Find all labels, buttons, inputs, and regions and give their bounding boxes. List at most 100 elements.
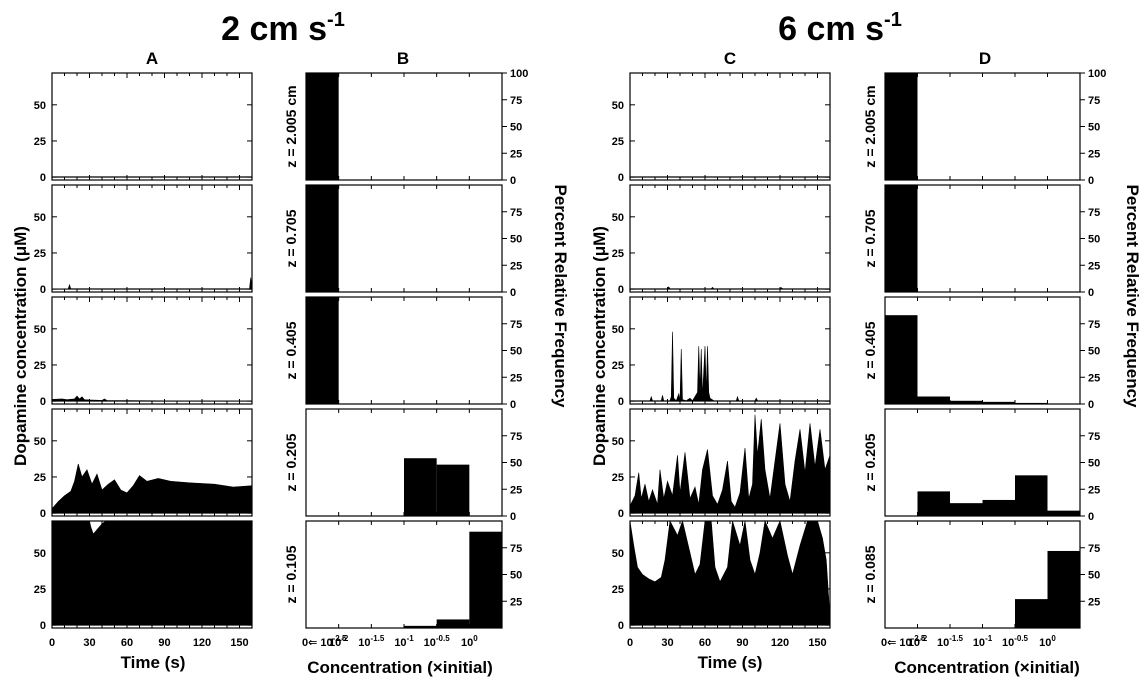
panel-d-3-ytick-label: 75 — [1088, 319, 1100, 331]
time-x-tick-label: 0 — [627, 637, 633, 649]
panel-d-5-bar-6 — [1047, 550, 1080, 628]
panel-b-1-ytick-label: 100 — [510, 68, 528, 80]
panel-c-5-ytick-label: 50 — [612, 548, 624, 560]
hist-y-title-left: Percent Relative Frequency — [551, 185, 570, 409]
panel-a-3-area — [51, 395, 253, 402]
panel-a-3-ytick-label: 0 — [40, 396, 46, 408]
plots: 0 25 50 z = 2.005 cm 0 25 50 75 100 0 25 50 z = 2.00… — [34, 68, 1107, 649]
panel-a-2-ytick-label: 25 — [34, 248, 46, 260]
panel-a-2-ytick-label: 50 — [34, 212, 46, 224]
panel-a-5-ytick-label: 0 — [40, 620, 46, 632]
panel-d-2-ytick-label: 0 — [1088, 287, 1094, 299]
panel-b-4-ytick-label: 25 — [510, 484, 522, 496]
panel-d-1-depth-label: z = 2.005 cm — [862, 85, 878, 167]
panel-c-3-frame — [629, 296, 831, 405]
panel-c-4-ytick-label: 50 — [612, 436, 624, 448]
hist-y-title-right: Percent Relative Frequency — [1123, 185, 1140, 409]
time-x-tick-label: 120 — [193, 637, 211, 649]
time-x-tick-label: 30 — [661, 637, 673, 649]
panel-d-1-bar-1 — [885, 73, 918, 180]
panel-b-1-ytick-label: 50 — [510, 122, 522, 134]
panel-b-2-ytick-label: 0 — [510, 287, 516, 299]
panel-c-2-ytick-label: 0 — [618, 284, 624, 296]
panel-d-1-ytick-label: 50 — [1088, 122, 1100, 134]
panel-d-4-ytick-label: 75 — [1088, 431, 1100, 443]
panel-d-5-ytick-label: 75 — [1088, 543, 1100, 555]
panel-d-3-bar-3 — [950, 400, 983, 404]
panel-letter-c: C — [724, 49, 736, 68]
hist-x-tick-label: 0⇐ 10-2.5 — [302, 634, 347, 649]
panel-d-5-bar-5 — [1015, 599, 1048, 628]
panel-b-3-depth-label: z = 0.405 — [283, 321, 299, 379]
panel-d-2-bar-1 — [885, 185, 918, 292]
time-x-tick-label: 90 — [158, 637, 170, 649]
panel-d-2-ytick-label: 75 — [1088, 207, 1100, 219]
panel-b-1-ytick-label: 0 — [510, 175, 516, 187]
panel-b-3-ytick-label: 0 — [510, 399, 516, 411]
panel-a-4-ytick-label: 0 — [40, 508, 46, 520]
panel-d-5-ytick-label: 25 — [1088, 596, 1100, 608]
panel-d-2-ytick-label: 25 — [1088, 260, 1100, 272]
panel-c-5-area — [629, 519, 831, 626]
panel-b-1-depth-label: z = 2.005 cm — [283, 85, 299, 167]
panel-c-1-ytick-label: 0 — [618, 172, 624, 184]
hist-x-tick-label: 10-0.5 — [1002, 634, 1029, 649]
panel-b-3-ytick-label: 75 — [510, 319, 522, 331]
panel-b-3-ytick-label: 50 — [510, 346, 522, 358]
hist-x-tick-label: 100 — [1039, 634, 1056, 649]
panel-b-3-ytick-label: 25 — [510, 372, 522, 384]
panel-b-2-ytick-label: 50 — [510, 234, 522, 246]
time-x-title-right: Time (s) — [698, 653, 763, 672]
panel-letter-a: A — [146, 49, 158, 68]
panel-c-3-ytick-label: 25 — [612, 360, 624, 372]
panel-a-1-ytick-label: 50 — [34, 100, 46, 112]
hist-x-title-right: Concentration (×initial) — [894, 658, 1080, 677]
panel-d-3-bar-4 — [982, 401, 1015, 404]
hist-x-tick-label: 10-1 — [394, 634, 414, 649]
panel-b-5-ytick-label: 25 — [510, 596, 522, 608]
panel-b-4-ytick-label: 50 — [510, 458, 522, 470]
panel-c-5-ytick-label: 0 — [618, 620, 624, 632]
panel-b-5-bar-4 — [404, 625, 437, 628]
panel-a-3-ytick-label: 25 — [34, 360, 46, 372]
panel-a-1-frame — [51, 72, 253, 181]
hist-x-tick-label: 10-2 — [329, 634, 349, 649]
panel-b-2-ytick-label: 75 — [510, 207, 522, 219]
panel-d-1-ytick-label: 75 — [1088, 95, 1100, 107]
time-x-tick-label: 60 — [121, 637, 133, 649]
panel-d-3-ytick-label: 50 — [1088, 346, 1100, 358]
panel-b-5-ytick-label: 75 — [510, 543, 522, 555]
panel-b-2-ytick-label: 25 — [510, 260, 522, 272]
panel-a-5-area — [51, 520, 253, 626]
panel-c-3-ytick-label: 0 — [618, 396, 624, 408]
panel-b-3-bar-1 — [306, 297, 339, 404]
panel-d-3-bar-2 — [917, 396, 950, 404]
panel-a-2-ytick-label: 0 — [40, 284, 46, 296]
panel-c-4-ytick-label: 0 — [618, 508, 624, 520]
panel-d-3-depth-label: z = 0.405 — [862, 321, 878, 379]
panel-c-4-area — [629, 414, 831, 514]
time-x-tick-label: 60 — [699, 637, 711, 649]
panel-a-2-frame — [51, 184, 253, 293]
panel-b-5-ytick-label: 50 — [510, 570, 522, 582]
panel-a-2-area — [51, 277, 253, 290]
panel-d-1-ytick-label: 100 — [1088, 68, 1106, 80]
panel-d-1-ytick-label: 0 — [1088, 175, 1094, 187]
hist-x-tick-label: 10-1.5 — [937, 634, 964, 649]
time-y-title-right: Dopamine concentration (μM) — [590, 226, 609, 466]
panel-a-1-ytick-label: 0 — [40, 172, 46, 184]
hist-x-tick-label: 0⇐ 10-2.5 — [881, 634, 926, 649]
panel-d-5-depth-label: z = 0.085 — [862, 545, 878, 603]
panel-b-5-bar-6 — [469, 531, 502, 628]
panel-c-3-ytick-label: 50 — [612, 324, 624, 336]
panel-d-3-ytick-label: 25 — [1088, 372, 1100, 384]
panel-d-5-ytick-label: 50 — [1088, 570, 1100, 582]
time-x-tick-label: 30 — [83, 637, 95, 649]
panel-b-4-bar-4 — [404, 458, 437, 516]
panel-c-1-ytick-label: 50 — [612, 100, 624, 112]
hist-x-tick-label: 10-1.5 — [358, 634, 385, 649]
hist-x-tick-label: 10-0.5 — [424, 634, 451, 649]
panel-d-4-ytick-label: 50 — [1088, 458, 1100, 470]
panel-c-4-ytick-label: 25 — [612, 472, 624, 484]
